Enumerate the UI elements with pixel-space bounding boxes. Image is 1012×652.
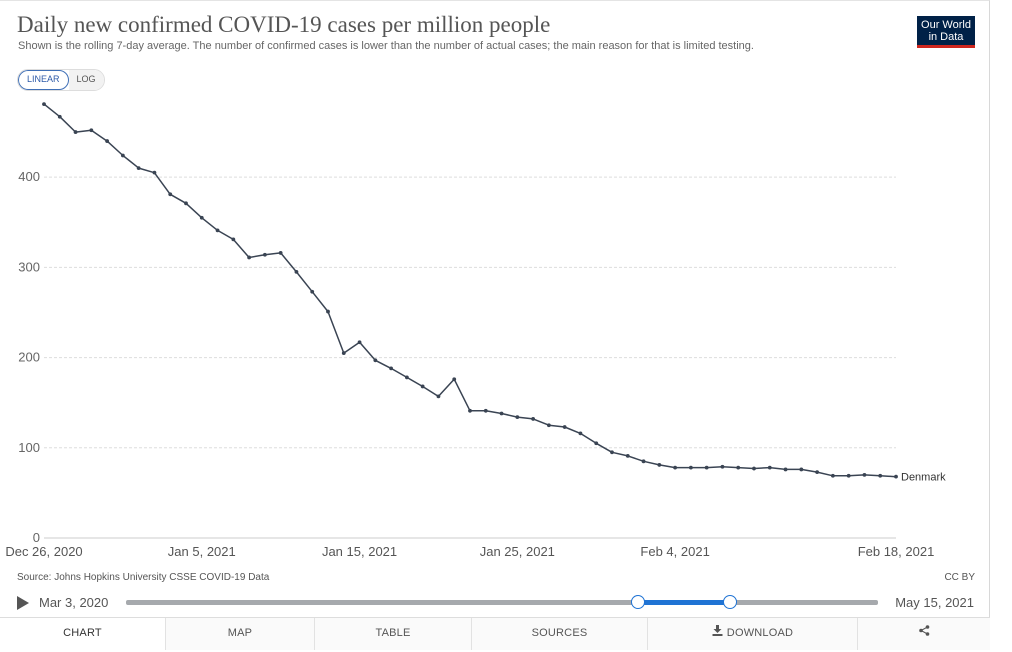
tab-table[interactable]: TABLE (314, 618, 471, 650)
timeline: Mar 3, 2020 May 15, 2021 (17, 592, 977, 614)
data-point (57, 114, 62, 119)
y-tick-label: 200 (18, 350, 40, 365)
chart-frame (0, 0, 990, 650)
data-point (326, 309, 330, 314)
data-point (846, 473, 851, 478)
log-scale-button[interactable]: LOG (68, 70, 104, 90)
data-point (278, 251, 283, 255)
linear-scale-button[interactable]: LINEAR (18, 70, 69, 90)
x-tick-label: Feb 18, 2021 (858, 544, 935, 559)
data-point (562, 425, 567, 429)
data-point (247, 255, 252, 260)
data-point (752, 466, 756, 471)
y-tick-label: 400 (18, 169, 40, 184)
data-point (42, 102, 46, 106)
data-point (515, 415, 520, 420)
tab-bar: CHART MAP TABLE SOURCES DOWNLOAD (0, 617, 990, 651)
data-point (736, 465, 741, 470)
data-point (625, 454, 630, 458)
data-point (546, 423, 551, 428)
timeline-start-handle[interactable] (631, 595, 646, 609)
license-link[interactable]: CC BY (944, 572, 975, 583)
data-point (152, 170, 157, 175)
data-point (815, 470, 820, 475)
data-point (404, 375, 409, 380)
x-tick-label: Jan 25, 2021 (480, 544, 555, 559)
x-tick-label: Jan 5, 2021 (168, 544, 236, 559)
data-point (531, 417, 536, 421)
tab-download-label: DOWNLOAD (726, 627, 794, 639)
data-point (830, 473, 835, 478)
chart-title: Daily new confirmed COVID-19 cases per m… (17, 12, 551, 37)
source-note[interactable]: Source: Johns Hopkins University CSSE CO… (17, 572, 270, 583)
y-tick-label: 0 (33, 530, 40, 545)
data-point (373, 358, 378, 363)
data-point (641, 459, 646, 464)
timeline-track[interactable] (126, 595, 878, 609)
series-label-denmark: Denmark (901, 472, 946, 484)
x-tick-label: Jan 15, 2021 (322, 544, 397, 559)
y-tick-label: 300 (18, 259, 40, 274)
x-tick-label: Feb 4, 2021 (640, 544, 709, 559)
timeline-selected-range (638, 600, 730, 605)
data-point (452, 377, 457, 382)
y-tick-label: 100 (18, 440, 40, 455)
tab-download[interactable]: DOWNLOAD (647, 618, 857, 650)
data-point (420, 384, 425, 389)
series-line-denmark (43, 103, 897, 478)
timeline-end-label: May 15, 2021 (895, 595, 974, 610)
tab-chart[interactable]: CHART (0, 618, 165, 650)
logo-line-2: in Data (928, 31, 964, 43)
data-point (578, 431, 583, 436)
data-point (610, 450, 614, 455)
data-point (483, 408, 488, 413)
data-point (231, 237, 236, 242)
data-point (341, 351, 346, 355)
data-point (89, 128, 94, 133)
logo-line-1: Our World (921, 19, 971, 31)
data-point (262, 252, 267, 257)
tab-map[interactable]: MAP (165, 618, 314, 650)
data-point (878, 473, 883, 478)
timeline-start-label: Mar 3, 2020 (39, 595, 109, 610)
data-point (799, 467, 804, 472)
data-point (673, 465, 678, 470)
data-point (436, 394, 441, 399)
data-point (120, 153, 125, 158)
share-icon (918, 625, 930, 639)
download-icon (712, 618, 723, 649)
data-point (783, 467, 788, 472)
data-point (105, 139, 110, 143)
data-point (199, 215, 204, 220)
data-point (168, 192, 173, 197)
data-point (499, 411, 504, 416)
x-tick-label: Dec 26, 2020 (5, 544, 82, 559)
data-point (389, 366, 394, 371)
tab-sources[interactable]: SOURCES (471, 618, 647, 650)
data-point (136, 166, 141, 171)
data-point (594, 441, 599, 446)
data-point (688, 465, 693, 470)
play-icon[interactable] (17, 596, 29, 610)
data-point (894, 474, 898, 479)
data-point (657, 463, 662, 467)
data-point (720, 464, 725, 469)
timeline-end-handle[interactable] (722, 595, 737, 609)
data-point (73, 130, 78, 134)
data-point (862, 472, 867, 477)
data-point (468, 408, 472, 413)
data-point (704, 465, 709, 470)
data-point (357, 340, 362, 345)
tab-share[interactable] (857, 618, 990, 650)
data-point (215, 228, 220, 233)
owid-logo[interactable]: Our World in Data (917, 16, 975, 48)
data-point (184, 201, 188, 206)
scale-toggle: LINEAR LOG (17, 69, 105, 91)
chart-subtitle: Shown is the rolling 7-day average. The … (18, 40, 754, 52)
data-point (767, 465, 772, 470)
line-chart: 0 100 200 300 400 Dec 26, 2020 Jan 5, 2021 Jan … (5, 102, 946, 559)
data-point (294, 269, 299, 274)
data-point (310, 289, 315, 294)
